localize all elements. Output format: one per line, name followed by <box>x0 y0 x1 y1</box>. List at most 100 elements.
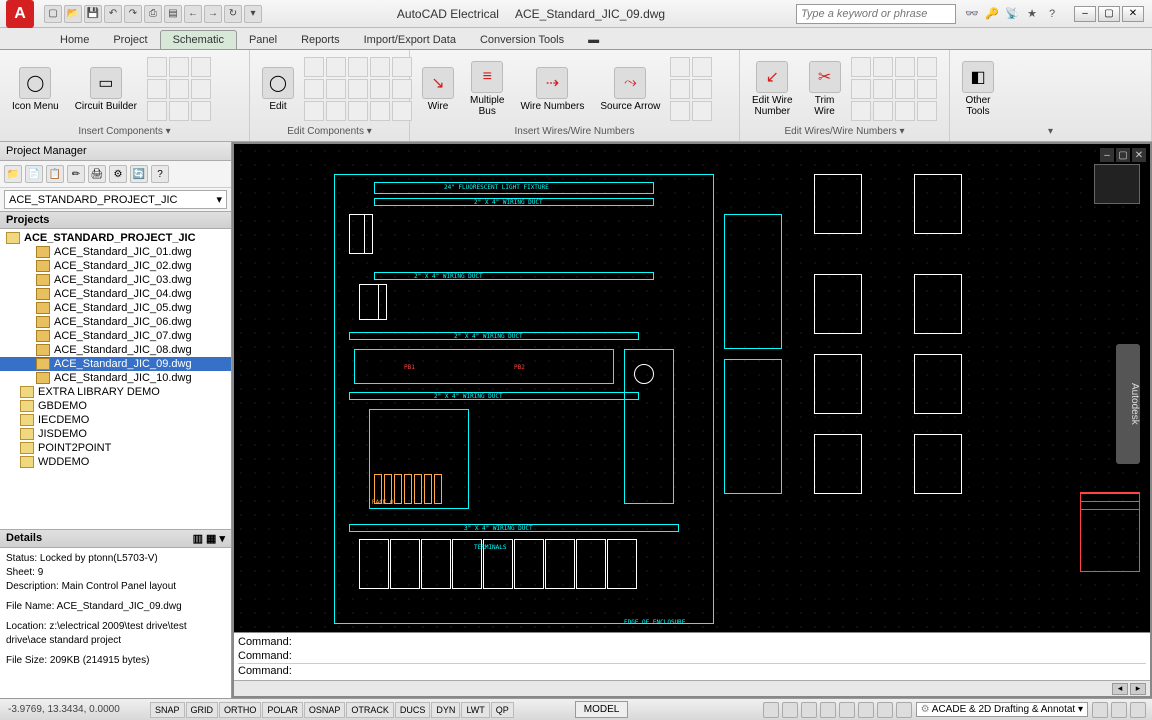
status-icon[interactable] <box>896 702 912 718</box>
edit-wire-number-button[interactable]: ↙Edit Wire Number <box>746 59 799 119</box>
status-icon[interactable] <box>801 702 817 718</box>
status-toggle-osnap[interactable]: OSNAP <box>304 702 346 718</box>
status-icon[interactable] <box>877 702 893 718</box>
small-btn[interactable] <box>917 57 937 77</box>
canvas-minimize[interactable]: – <box>1100 148 1114 162</box>
small-btn[interactable] <box>873 101 893 121</box>
wire-numbers-button[interactable]: ⇢Wire Numbers <box>514 65 590 114</box>
qat-back-icon[interactable]: ← <box>184 5 202 23</box>
tab-reports[interactable]: Reports <box>289 31 352 49</box>
app-logo[interactable]: A <box>6 0 34 28</box>
status-toggle-ducs[interactable]: DUCS <box>395 702 431 718</box>
small-btn[interactable] <box>348 79 368 99</box>
status-toggle-qp[interactable]: QP <box>491 702 514 718</box>
tree-folder-item[interactable]: GBDEMO <box>0 399 231 413</box>
small-btn[interactable] <box>692 57 712 77</box>
workspace-dropdown[interactable]: ⚙ ACADE & 2D Drafting & Annotat ▾ <box>916 702 1088 717</box>
small-btn[interactable] <box>169 101 189 121</box>
status-toggle-lwt[interactable]: LWT <box>461 702 489 718</box>
satellite-icon[interactable]: 📡 <box>1004 6 1020 22</box>
small-btn[interactable] <box>370 57 390 77</box>
edit-button[interactable]: ◯Edit <box>256 65 300 114</box>
tab-home[interactable]: Home <box>48 31 101 49</box>
qat-mru-icon[interactable]: ↻ <box>224 5 242 23</box>
small-btn[interactable] <box>895 101 915 121</box>
qat-print-icon[interactable]: ⎙ <box>144 5 162 23</box>
search-input[interactable] <box>796 4 956 24</box>
tree-file-item[interactable]: ACE_Standard_JIC_10.dwg <box>0 371 231 385</box>
tree-file-item[interactable]: ACE_Standard_JIC_09.dwg <box>0 357 231 371</box>
pm-tool-icon[interactable]: 🖨 <box>88 165 106 183</box>
scroll-left-icon[interactable]: ◂ <box>1112 683 1128 695</box>
tree-file-item[interactable]: ACE_Standard_JIC_08.dwg <box>0 343 231 357</box>
tree-root[interactable]: ACE_STANDARD_PROJECT_JIC <box>0 231 231 245</box>
command-prompt[interactable]: Command: <box>238 663 1146 678</box>
tab-project[interactable]: Project <box>101 31 159 49</box>
tree-file-item[interactable]: ACE_Standard_JIC_03.dwg <box>0 273 231 287</box>
tree-file-item[interactable]: ACE_Standard_JIC_04.dwg <box>0 287 231 301</box>
tab-schematic[interactable]: Schematic <box>160 30 237 49</box>
canvas-close[interactable]: ✕ <box>1132 148 1146 162</box>
status-toggle-grid[interactable]: GRID <box>186 702 219 718</box>
qat-plot-icon[interactable]: ▤ <box>164 5 182 23</box>
small-btn[interactable] <box>392 57 412 77</box>
pm-tool-icon[interactable]: ⚙ <box>109 165 127 183</box>
drawing-canvas[interactable]: – ▢ ✕ 24" FLUORESCENT LIGHT FIXTURE 2" X… <box>234 144 1150 632</box>
tree-file-item[interactable]: ACE_Standard_JIC_01.dwg <box>0 245 231 259</box>
small-btn[interactable] <box>304 101 324 121</box>
group-title[interactable]: ▾ <box>956 124 1145 137</box>
minimize-button[interactable]: – <box>1074 6 1096 22</box>
small-btn[interactable] <box>873 79 893 99</box>
small-btn[interactable] <box>326 101 346 121</box>
tab-import-export[interactable]: Import/Export Data <box>352 31 468 49</box>
circuit-builder-button[interactable]: ▭Circuit Builder <box>69 65 143 114</box>
pm-tool-icon[interactable]: ✏ <box>67 165 85 183</box>
small-btn[interactable] <box>670 57 690 77</box>
small-btn[interactable] <box>169 79 189 99</box>
scroll-right-icon[interactable]: ▸ <box>1130 683 1146 695</box>
group-title[interactable]: Edit Components ▾ <box>256 124 403 137</box>
tree-file-item[interactable]: ACE_Standard_JIC_07.dwg <box>0 329 231 343</box>
tree-folder-item[interactable]: IECDEMO <box>0 413 231 427</box>
small-btn[interactable] <box>169 57 189 77</box>
small-btn[interactable] <box>670 101 690 121</box>
small-btn[interactable] <box>670 79 690 99</box>
group-title[interactable]: Edit Wires/Wire Numbers ▾ <box>746 124 943 137</box>
small-btn[interactable] <box>370 101 390 121</box>
status-icon[interactable] <box>1111 702 1127 718</box>
small-btn[interactable] <box>147 57 167 77</box>
qat-open-icon[interactable]: 📂 <box>64 5 82 23</box>
small-btn[interactable] <box>917 79 937 99</box>
small-btn[interactable] <box>191 101 211 121</box>
help-icon[interactable]: ? <box>1044 6 1060 22</box>
tree-file-item[interactable]: ACE_Standard_JIC_02.dwg <box>0 259 231 273</box>
status-icon[interactable] <box>763 702 779 718</box>
tree-folder-item[interactable]: POINT2POINT <box>0 441 231 455</box>
pm-tree[interactable]: ACE_STANDARD_PROJECT_JIC ACE_Standard_JI… <box>0 229 231 529</box>
small-btn[interactable] <box>326 57 346 77</box>
star-icon[interactable]: ★ <box>1024 6 1040 22</box>
qat-dropdown-icon[interactable]: ▾ <box>244 5 262 23</box>
view-cube[interactable] <box>1094 164 1140 204</box>
small-btn[interactable] <box>348 57 368 77</box>
pm-tool-icon[interactable]: 🔄 <box>130 165 148 183</box>
qat-new-icon[interactable]: ▢ <box>44 5 62 23</box>
small-btn[interactable] <box>692 101 712 121</box>
status-toggle-snap[interactable]: SNAP <box>150 702 185 718</box>
trim-wire-button[interactable]: ✂Trim Wire <box>803 59 847 119</box>
qat-redo-icon[interactable]: ↷ <box>124 5 142 23</box>
pm-project-dropdown[interactable]: ACE_STANDARD_PROJECT_JIC ▾ <box>4 190 227 209</box>
status-toggle-polar[interactable]: POLAR <box>262 702 303 718</box>
status-icon[interactable] <box>1092 702 1108 718</box>
small-btn[interactable] <box>304 79 324 99</box>
qat-undo-icon[interactable]: ↶ <box>104 5 122 23</box>
pm-tool-icon[interactable]: 📋 <box>46 165 64 183</box>
pm-tool-icon[interactable]: 📁 <box>4 165 22 183</box>
tree-file-item[interactable]: ACE_Standard_JIC_06.dwg <box>0 315 231 329</box>
tree-file-item[interactable]: ACE_Standard_JIC_05.dwg <box>0 301 231 315</box>
small-btn[interactable] <box>692 79 712 99</box>
other-tools-button[interactable]: ◧Other Tools <box>956 59 1000 119</box>
tab-conversion[interactable]: Conversion Tools <box>468 31 576 49</box>
small-btn[interactable] <box>895 79 915 99</box>
source-arrow-button[interactable]: ⤳Source Arrow <box>594 65 666 114</box>
